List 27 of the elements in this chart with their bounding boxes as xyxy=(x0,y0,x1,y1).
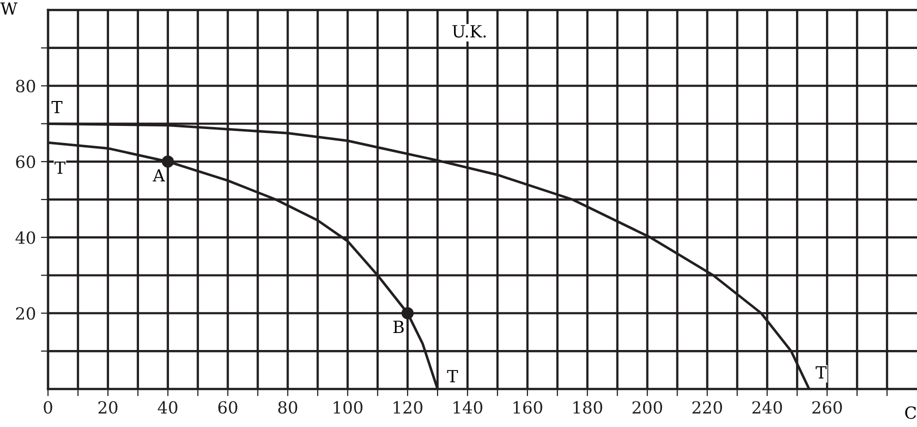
y-tick-label: 60 xyxy=(16,156,36,168)
x-tick-label: 200 xyxy=(632,401,662,414)
y-tick-label: 20 xyxy=(16,307,36,320)
x-tick-label: 260 xyxy=(812,401,842,414)
x-tick-label: 220 xyxy=(692,401,722,414)
x-tick-label: 20 xyxy=(98,401,118,414)
x-tick-label: 80 xyxy=(278,401,298,414)
annotation: T xyxy=(816,366,827,378)
y-tick-label: 40 xyxy=(16,231,36,244)
x-tick-label: 40 xyxy=(158,401,178,414)
x-tick-label: 180 xyxy=(574,401,602,414)
x-tick-label: 100 xyxy=(334,401,362,414)
x-tick-label: 140 xyxy=(454,401,482,414)
x-axis-title: C xyxy=(905,406,916,419)
annotation: U.K. xyxy=(452,25,486,38)
annotation: A xyxy=(152,169,166,182)
annotation: T xyxy=(52,100,62,114)
x-tick-label: 160 xyxy=(514,401,542,414)
x-tick-label: 120 xyxy=(394,401,422,414)
annotation: T xyxy=(54,162,66,174)
annotation: B xyxy=(393,320,404,333)
y-axis-title: W xyxy=(0,2,18,15)
x-tick-label: 0 xyxy=(44,401,52,414)
x-tick-label: 60 xyxy=(218,401,238,414)
annotation: T xyxy=(447,370,458,382)
x-tick-label: 240 xyxy=(752,401,782,414)
y-tick-label: 80 xyxy=(16,80,36,92)
